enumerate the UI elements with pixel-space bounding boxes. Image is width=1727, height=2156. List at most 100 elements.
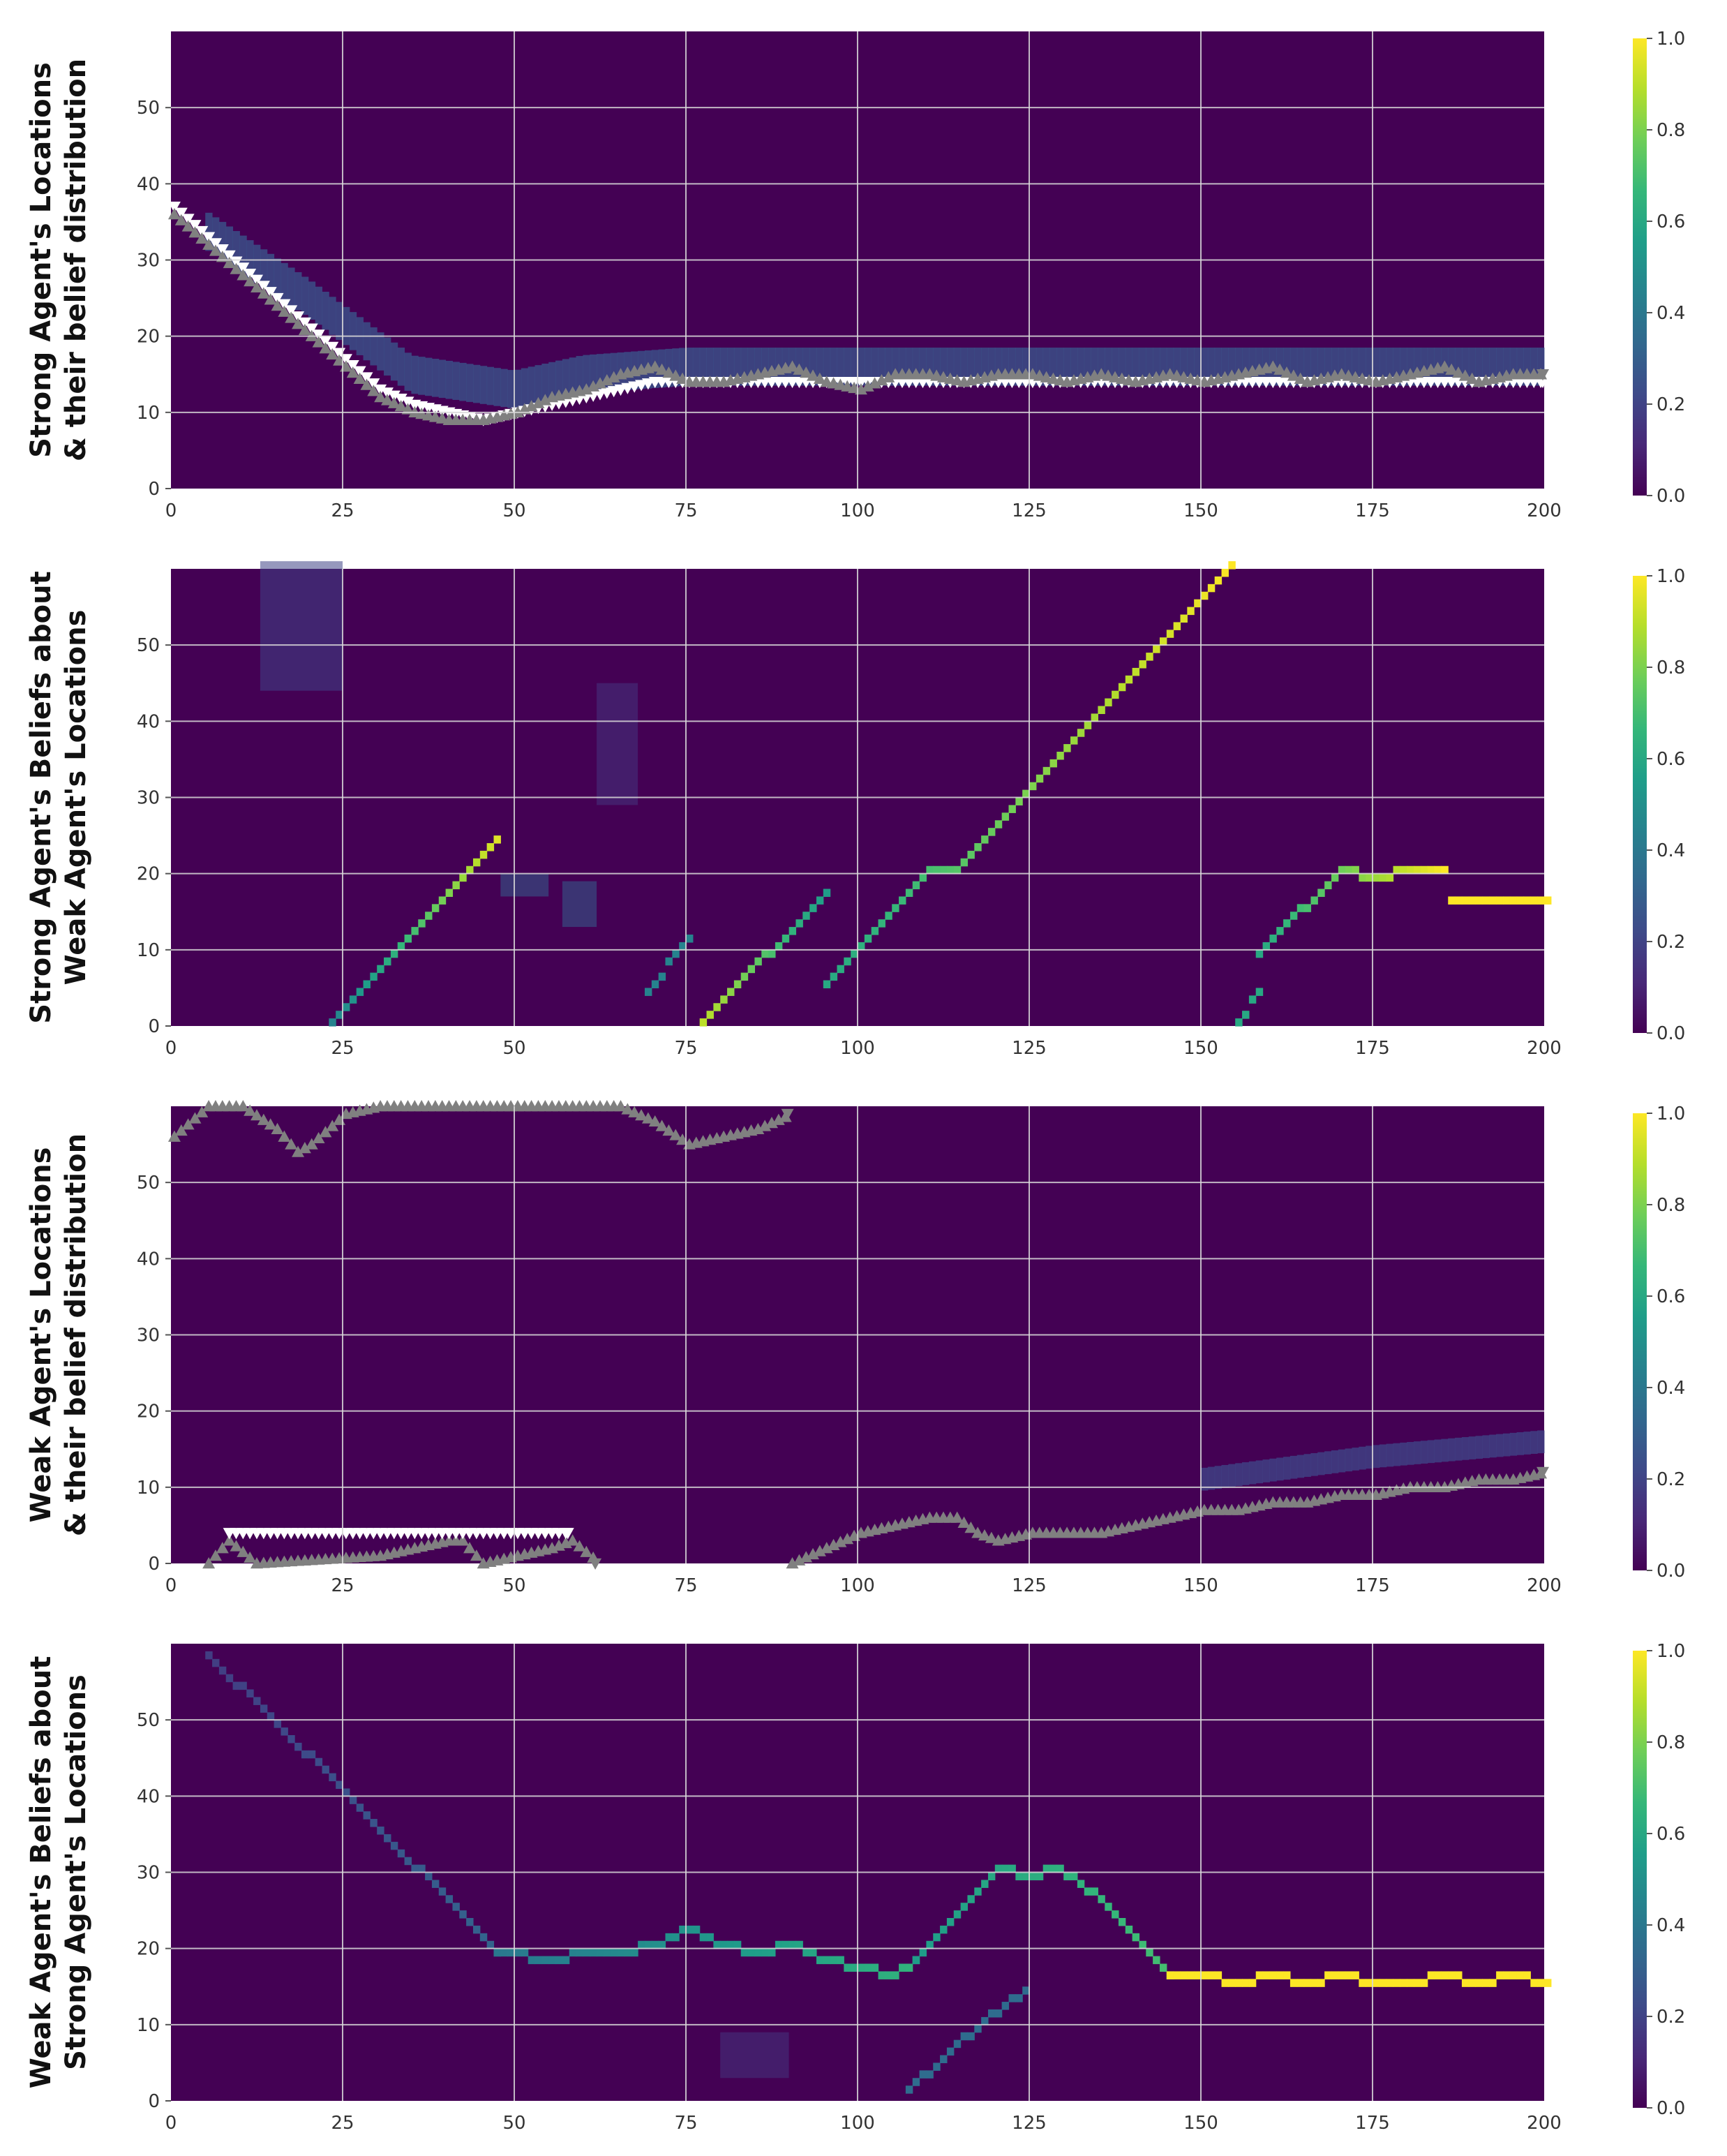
- belief-band-cell: [706, 348, 714, 386]
- belief-band-cell: [218, 221, 227, 260]
- location-marker: [195, 1106, 209, 1117]
- location-marker: [841, 1533, 854, 1545]
- belief-band-cell: [1496, 348, 1504, 386]
- belief-band-cell: [1063, 348, 1071, 386]
- belief-cell: [274, 1720, 282, 1728]
- belief-band-cell: [322, 291, 329, 330]
- location-marker: [202, 238, 216, 250]
- belief-band-cell: [967, 348, 975, 386]
- belief-band-cell: [294, 272, 302, 311]
- belief-cell: [720, 995, 728, 1004]
- location-marker: [257, 281, 270, 292]
- belief-cell: [740, 972, 749, 981]
- belief-cell: [761, 949, 769, 958]
- x-tick-label: 150: [1183, 2113, 1218, 2134]
- location-marker: [1537, 1466, 1549, 1478]
- x-tick-label: 75: [674, 500, 697, 521]
- belief-cell: [1530, 1979, 1538, 1987]
- colorbar-tick-label: 1.0: [1657, 1103, 1685, 1124]
- belief-cell: [438, 896, 447, 905]
- location-marker: [223, 256, 236, 269]
- belief-band-cell: [1420, 1441, 1428, 1464]
- belief-band-cell: [1331, 1450, 1339, 1473]
- belief-cell: [1001, 812, 1010, 821]
- belief-trace: [1166, 1971, 1552, 1987]
- belief-band-cell: [267, 253, 275, 292]
- belief-cell: [466, 865, 474, 875]
- belief-band-cell: [1221, 348, 1229, 386]
- colorbar-tick-label: 0.6: [1657, 211, 1685, 232]
- series-strong-locations: [223, 1528, 574, 1540]
- x-tick-label: 100: [840, 2113, 875, 2134]
- belief-cell: [651, 980, 659, 989]
- belief-band-cell: [329, 297, 336, 335]
- location-marker: [1294, 372, 1307, 384]
- belief-cell: [493, 835, 501, 844]
- belief-band-cell: [858, 348, 865, 386]
- location-marker: [285, 305, 298, 317]
- belief-cell: [644, 1940, 652, 1949]
- belief-faint-region: [260, 561, 343, 691]
- location-marker: [360, 378, 373, 390]
- x-tick-label: 75: [674, 2113, 697, 2134]
- belief-band-cell: [1228, 1464, 1236, 1487]
- x-tick-label: 75: [674, 1038, 697, 1059]
- belief-cell: [1098, 1895, 1105, 1903]
- belief-cell: [981, 1880, 989, 1888]
- belief-cell: [1166, 1971, 1174, 1979]
- belief-cell: [1303, 904, 1312, 912]
- belief-cell: [500, 1948, 508, 1957]
- belief-cell: [377, 1827, 384, 1835]
- y-tick-label: 20: [137, 327, 160, 348]
- belief-cell: [1455, 896, 1463, 905]
- belief-band-cell: [1414, 1441, 1421, 1464]
- belief-cell: [1283, 919, 1291, 928]
- belief-band-cell: [528, 366, 536, 405]
- location-marker: [669, 1129, 682, 1140]
- belief-band-cell: [1228, 348, 1236, 386]
- belief-cell: [384, 957, 391, 966]
- location-marker: [589, 1558, 602, 1570]
- belief-cell: [1194, 599, 1202, 608]
- location-marker: [1445, 363, 1458, 375]
- belief-cell: [1489, 1979, 1497, 1987]
- x-tick-label: 50: [502, 500, 525, 521]
- location-marker: [181, 1118, 195, 1130]
- location-marker: [285, 311, 298, 323]
- belief-cell: [953, 1910, 962, 1919]
- belief-cell: [1166, 630, 1174, 638]
- series-weak-locations: [167, 208, 1549, 425]
- belief-cell: [267, 1712, 275, 1720]
- belief-cell: [479, 850, 488, 859]
- location-marker: [223, 250, 236, 262]
- belief-band-cell: [597, 354, 604, 392]
- location-marker: [202, 1557, 216, 1569]
- location-marker: [456, 1534, 470, 1546]
- belief-band-cell: [987, 348, 996, 386]
- belief-cell: [349, 1796, 357, 1804]
- belief-band-cell: [1214, 348, 1223, 386]
- location-marker: [380, 394, 394, 406]
- location-marker: [463, 1542, 477, 1554]
- belief-cell: [809, 1948, 817, 1957]
- belief-cell: [425, 1872, 433, 1881]
- belief-cell: [1063, 1872, 1071, 1881]
- belief-cell: [1338, 1971, 1346, 1979]
- belief-cell: [1386, 873, 1394, 882]
- belief-cell: [940, 2055, 948, 2064]
- belief-cell: [431, 904, 440, 912]
- location-marker: [1465, 372, 1479, 384]
- location-marker: [346, 366, 359, 378]
- belief-band-cell: [1373, 348, 1380, 386]
- x-tick-label: 175: [1355, 500, 1390, 521]
- y-tick-label: 30: [137, 1863, 160, 1884]
- location-marker: [580, 383, 593, 395]
- belief-cell: [665, 957, 673, 966]
- belief-cell: [1317, 889, 1325, 898]
- belief-band-cell: [692, 348, 701, 386]
- belief-cell: [459, 1910, 467, 1919]
- location-marker: [319, 342, 332, 354]
- belief-trace: [493, 1925, 920, 1979]
- location-marker: [1438, 360, 1451, 372]
